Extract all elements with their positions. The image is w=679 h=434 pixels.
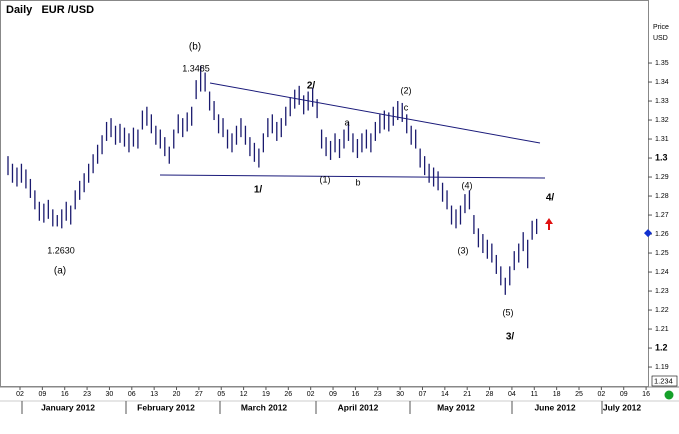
wave-annotation: (b)	[189, 42, 201, 53]
x-tick-label: 25	[575, 391, 583, 398]
wave-annotation: (4)	[462, 180, 473, 190]
x-tick-label: 06	[128, 391, 136, 398]
x-tick-label: 02	[16, 391, 24, 398]
y-tick-label: 1.35	[655, 60, 669, 67]
x-tick-label: 11	[531, 391, 538, 398]
y-tick-label: 1.25	[655, 250, 669, 257]
x-tick-label: 21	[463, 391, 471, 398]
month-label: July 2012	[603, 402, 642, 412]
cursor-label: 1.234	[654, 376, 673, 385]
y-axis-label: USD	[653, 35, 668, 42]
x-tick-label: 16	[642, 391, 650, 398]
x-tick-label: 12	[240, 391, 248, 398]
month-label: February 2012	[137, 402, 195, 412]
x-tick-label: 16	[61, 391, 69, 398]
x-tick-label: 16	[352, 391, 360, 398]
status-dot	[664, 390, 674, 400]
month-label: May 2012	[437, 402, 475, 412]
x-tick-label: 30	[396, 391, 404, 398]
wave-annotation: (1)	[320, 174, 331, 184]
x-tick-label: 09	[38, 391, 46, 398]
wave-annotation: 2/	[307, 81, 316, 92]
x-tick-label: 19	[262, 391, 270, 398]
month-label: June 2012	[534, 402, 575, 412]
x-tick-label: 02	[307, 391, 315, 398]
y-tick-label: 1.31	[655, 136, 669, 143]
y-tick-label: 1.28	[655, 193, 669, 200]
wave-annotation: (a)	[54, 266, 66, 277]
last-price-marker	[644, 229, 652, 238]
x-tick-label: 05	[217, 391, 225, 398]
wave-annotation: a	[344, 117, 349, 127]
y-tick-label: 1.2	[655, 342, 668, 352]
y-tick-label: 1.24	[655, 269, 669, 276]
wave-annotation: 1.2630	[47, 245, 75, 255]
x-tick-label: 27	[195, 391, 203, 398]
y-tick-label: 1.23	[655, 288, 669, 295]
wave-annotation: 1/	[254, 185, 263, 196]
y-tick-label: 1.29	[655, 174, 669, 181]
up-arrow	[545, 218, 553, 230]
x-tick-label: 13	[150, 391, 158, 398]
cursor-box	[651, 375, 678, 387]
x-tick-label: 14	[441, 391, 449, 398]
x-tick-label: 30	[106, 391, 114, 398]
y-tick-label: 1.26	[655, 231, 669, 238]
wave-annotation: b	[355, 177, 360, 187]
wave-annotation: 1.3485	[182, 63, 210, 73]
month-label: January 2012	[41, 402, 95, 412]
x-tick-label: 02	[597, 391, 605, 398]
x-tick-label: 28	[486, 391, 494, 398]
x-tick-label: 09	[620, 391, 628, 398]
x-tick-label: 09	[329, 391, 337, 398]
x-tick-label: 23	[83, 391, 91, 398]
y-tick-label: 1.21	[655, 326, 669, 333]
x-tick-label: 26	[284, 391, 292, 398]
y-tick-label: 1.22	[655, 307, 669, 314]
wave-annotation: (2)	[401, 85, 412, 95]
y-tick-label: 1.34	[655, 79, 669, 86]
wave-annotation: 4/	[546, 193, 555, 204]
trendline	[159, 174, 546, 179]
x-tick-label: 23	[374, 391, 382, 398]
y-tick-label: 1.19	[655, 364, 669, 371]
y-tick-label: 1.32	[655, 117, 669, 124]
month-label: March 2012	[241, 402, 288, 412]
y-axis-label: Price	[653, 24, 669, 31]
x-tick-label: 18	[553, 391, 561, 398]
chart-title: Daily EUR /USD	[6, 4, 94, 16]
wave-annotation: 3/	[506, 332, 515, 343]
wave-annotation: (3)	[458, 245, 469, 255]
x-tick-label: 07	[419, 391, 427, 398]
wave-annotation: c	[404, 102, 409, 112]
x-tick-label: 20	[173, 391, 181, 398]
month-label: April 2012	[338, 402, 379, 412]
y-tick-label: 1.33	[655, 98, 669, 105]
y-tick-label: 1.27	[655, 212, 669, 219]
wave-annotation: (5)	[503, 307, 514, 317]
y-tick-label: 1.3	[655, 152, 668, 162]
trendline	[209, 82, 541, 144]
x-tick-label: 04	[508, 391, 516, 398]
